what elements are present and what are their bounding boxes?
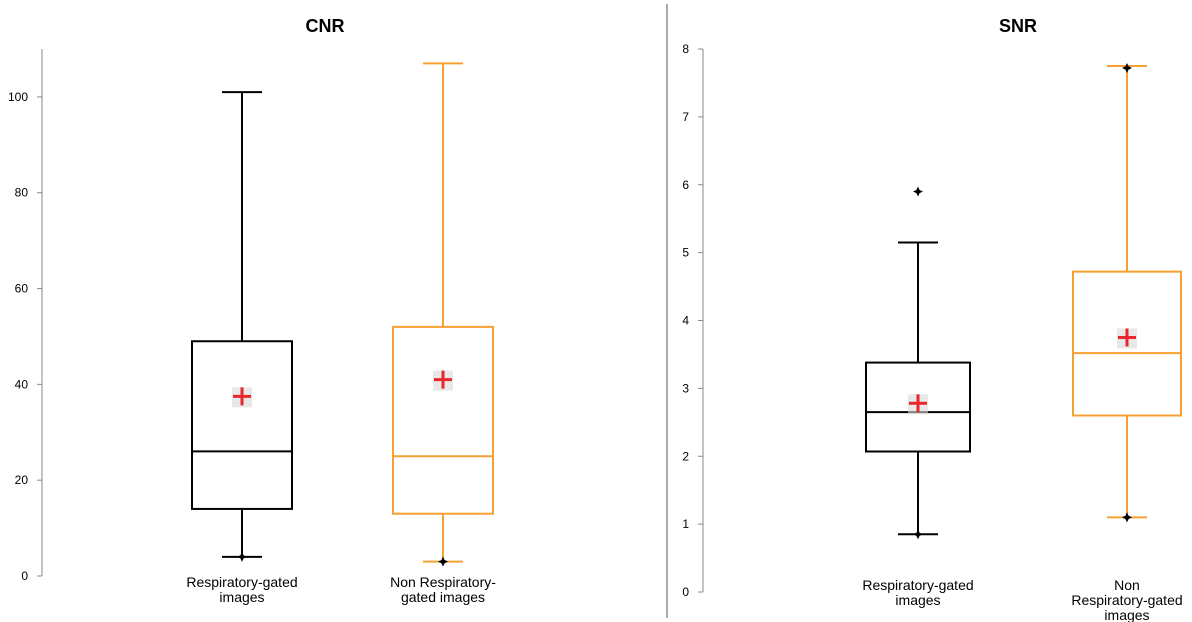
y-tick-label: 6: [682, 178, 689, 192]
y-tick-label: 2: [682, 449, 689, 463]
category-label: Non: [1114, 577, 1140, 593]
category-label: gated images: [401, 589, 485, 605]
category-label: Respiratory-gated: [186, 574, 297, 590]
box-series-1: Non Respiratory-gated images: [390, 62, 496, 605]
outlier-point: [913, 529, 923, 540]
iqr-box: [191, 340, 293, 510]
category-label: Respiratory-gated: [1071, 592, 1182, 608]
y-tick-label: 3: [682, 381, 689, 395]
category-label: Non Respiratory-: [390, 574, 496, 590]
y-tick-label: 20: [15, 473, 29, 487]
category-label: images: [1104, 607, 1149, 622]
y-tick-label: 60: [15, 282, 29, 296]
outlier-point: [1122, 512, 1132, 523]
y-tick-label: 40: [15, 377, 29, 391]
category-label: images: [895, 592, 940, 608]
snr-panel: SNR012345678Respiratory-gatedimagesNonRe…: [682, 16, 1182, 622]
y-tick-label: 5: [682, 246, 689, 260]
y-tick-label: 100: [8, 90, 28, 104]
y-tick-label: 7: [682, 110, 689, 124]
chart-title: CNR: [306, 16, 345, 36]
y-tick-label: 8: [682, 42, 689, 56]
y-tick-label: 4: [682, 314, 689, 328]
category-label: Respiratory-gated: [862, 577, 973, 593]
outlier-point: [1122, 63, 1132, 74]
chart-title: SNR: [999, 16, 1037, 36]
category-label: images: [219, 589, 264, 605]
y-tick-label: 0: [21, 569, 28, 583]
y-tick-label: 0: [682, 585, 689, 599]
y-tick-label: 1: [682, 517, 689, 531]
outlier-point: [913, 186, 923, 197]
outlier-point: [438, 556, 448, 567]
outlier-point: [237, 551, 247, 562]
iqr-box: [392, 325, 494, 515]
y-tick-label: 80: [15, 186, 29, 200]
